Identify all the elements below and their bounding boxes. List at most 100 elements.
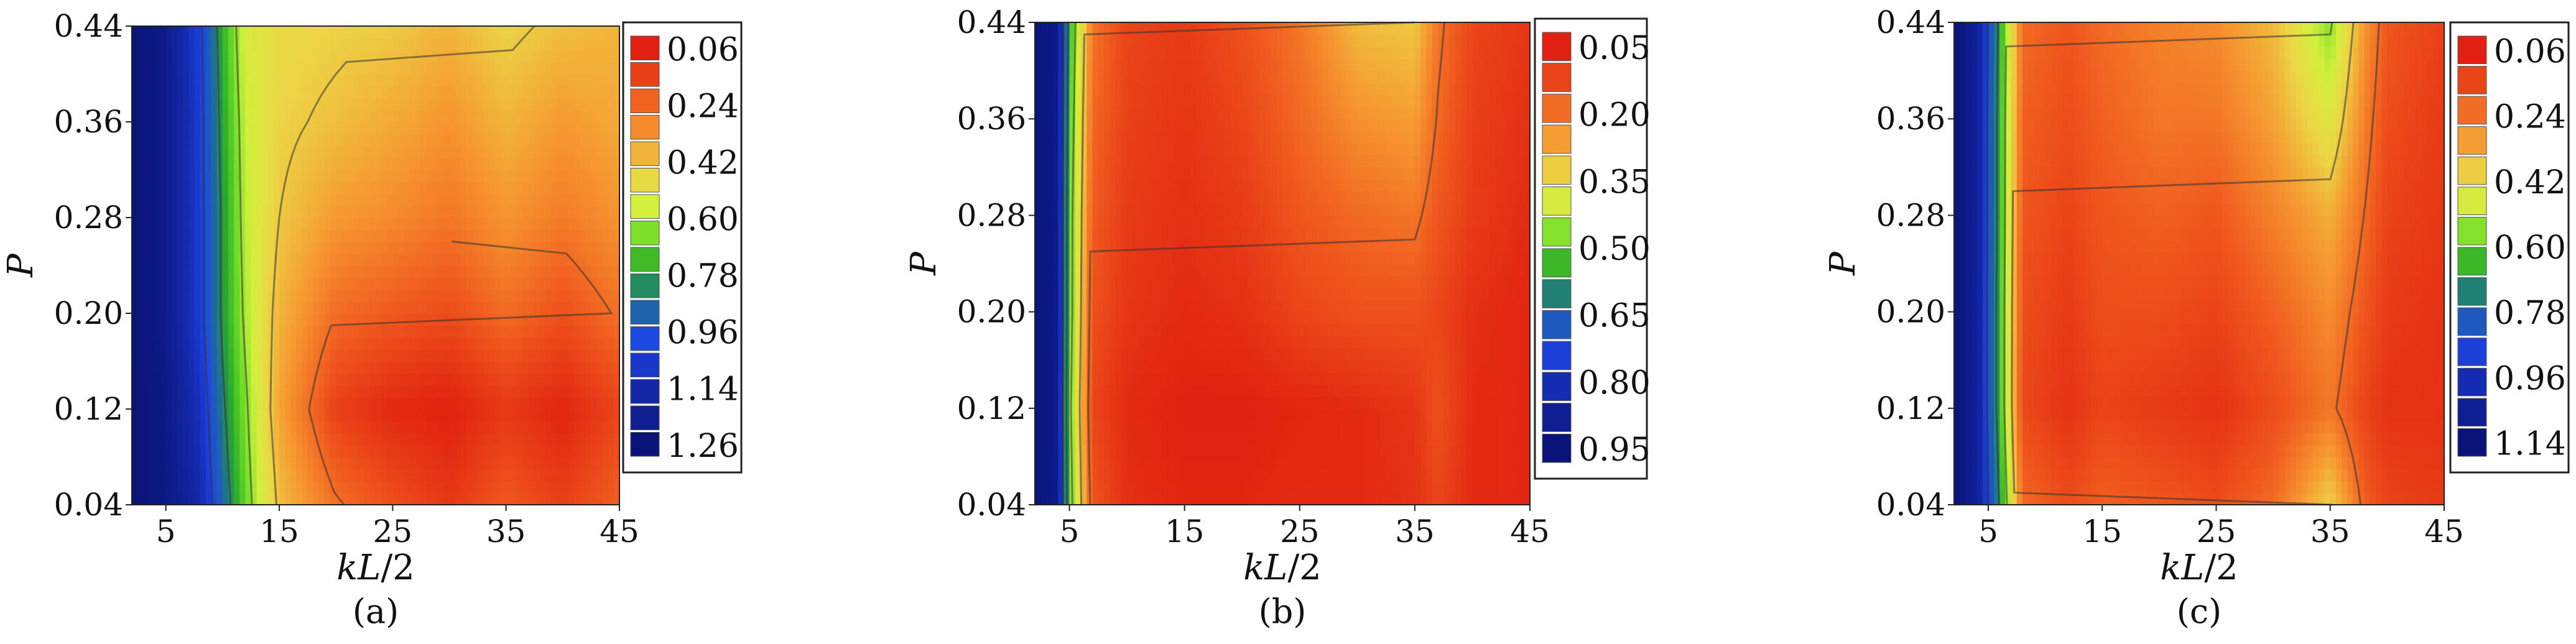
heatmap-cell — [557, 349, 563, 362]
heatmap-cell — [194, 134, 201, 147]
heatmap-cell — [256, 98, 263, 111]
heatmap-cell — [596, 349, 603, 362]
heatmap-cell — [262, 433, 269, 446]
heatmap-cell — [1236, 311, 1243, 324]
heatmap-cell — [1345, 432, 1352, 445]
heatmap-cell — [392, 325, 399, 338]
heatmap-cell — [1409, 468, 1415, 481]
heatmap-cell — [376, 457, 382, 470]
heatmap-cell — [471, 433, 478, 446]
heatmap-cell — [1409, 311, 1415, 324]
heatmap-cell — [1092, 336, 1099, 349]
heatmap-cell — [336, 397, 343, 410]
heatmap-cell — [318, 397, 325, 410]
heatmap-cell — [239, 385, 246, 398]
heatmap-cell — [420, 349, 427, 362]
heatmap-cell — [1449, 468, 1456, 481]
heatmap-cell — [398, 301, 405, 314]
heatmap-cell — [483, 289, 490, 302]
heatmap-cell — [273, 98, 280, 111]
heatmap-cell — [1426, 481, 1433, 494]
heatmap-cell — [1380, 444, 1387, 458]
heatmap-cell — [596, 373, 603, 386]
heatmap-cell — [545, 253, 552, 266]
heatmap-cell — [290, 62, 297, 75]
heatmap-cell — [273, 193, 280, 206]
heatmap-cell — [438, 134, 445, 147]
heatmap-cell — [529, 301, 535, 314]
heatmap-cell — [409, 325, 416, 338]
heatmap-cell — [591, 38, 598, 51]
heatmap-cell — [1299, 396, 1306, 409]
heatmap-cell — [347, 157, 354, 170]
heatmap-cell — [183, 421, 189, 434]
heatmap-cell — [438, 421, 445, 434]
heatmap-cell — [262, 50, 269, 63]
heatmap-cell — [1219, 492, 1226, 505]
heatmap-cell — [341, 313, 348, 326]
heatmap-cell — [432, 433, 439, 446]
heatmap-cell — [171, 182, 178, 195]
heatmap-cell — [234, 373, 241, 386]
heatmap-cell — [364, 361, 371, 374]
heatmap-cell — [353, 98, 359, 111]
heatmap-cell — [1340, 420, 1346, 433]
heatmap-cell — [1501, 396, 1508, 409]
heatmap-cell — [313, 157, 320, 170]
heatmap-cell — [1179, 481, 1185, 494]
heatmap-cell — [211, 170, 218, 183]
heatmap-cell — [1184, 432, 1191, 445]
heatmap-cell — [143, 38, 150, 51]
heatmap-cell — [251, 229, 257, 242]
heatmap-cell — [1363, 432, 1369, 445]
heatmap-cell — [149, 229, 155, 242]
heatmap-cell — [211, 98, 218, 111]
heatmap-cell — [545, 122, 552, 135]
heatmap-cell — [307, 444, 314, 458]
plot-frame-0 — [131, 25, 620, 505]
heatmap-cell — [596, 337, 603, 350]
heatmap-cell — [1506, 300, 1514, 313]
heatmap-cell — [1184, 420, 1191, 433]
heatmap-cell — [143, 134, 150, 147]
heatmap-cell — [438, 205, 445, 218]
heatmap-cell — [580, 109, 586, 122]
heatmap-cell — [296, 170, 303, 183]
heatmap-cell — [228, 469, 234, 482]
heatmap-cell — [1052, 468, 1059, 481]
heatmap-cell — [489, 313, 496, 326]
heatmap-cell — [341, 157, 348, 170]
heatmap-cell — [1265, 408, 1272, 421]
heatmap-cell — [1202, 432, 1208, 445]
heatmap-cell — [1443, 456, 1450, 469]
heatmap-cell — [489, 349, 496, 362]
heatmap-cell — [545, 218, 552, 231]
heatmap-cell — [500, 109, 507, 122]
heatmap-cell — [1437, 396, 1444, 409]
heatmap-cell — [211, 109, 218, 122]
heatmap-cell — [404, 170, 410, 183]
heatmap-cell — [267, 313, 274, 326]
heatmap-cell — [211, 74, 218, 87]
heatmap-cell — [1363, 372, 1369, 385]
heatmap-cell — [506, 50, 512, 63]
heatmap-cell — [1409, 360, 1415, 373]
heatmap-cell — [222, 229, 229, 242]
heatmap-cell — [1259, 456, 1266, 469]
heatmap-cell — [613, 349, 620, 362]
heatmap-cell — [1472, 468, 1479, 481]
heatmap-cell — [1127, 468, 1134, 481]
panel-1: 5 15 25 35 450.040.120.200.280.360.44kL/2P(b… — [904, 4, 1651, 631]
heatmap-cell — [160, 134, 167, 147]
heatmap-cell — [165, 193, 172, 206]
heatmap-cell — [443, 253, 450, 266]
heatmap-cell — [290, 26, 297, 39]
contour-lines-0 — [200, 25, 613, 505]
heatmap-cell — [585, 109, 592, 122]
heatmap-cell — [353, 373, 359, 386]
heatmap-cell — [596, 313, 603, 326]
heatmap-cell — [132, 301, 138, 314]
heatmap-cell — [523, 444, 529, 458]
heatmap-cell — [216, 325, 223, 338]
heatmap-cell — [1322, 324, 1329, 337]
